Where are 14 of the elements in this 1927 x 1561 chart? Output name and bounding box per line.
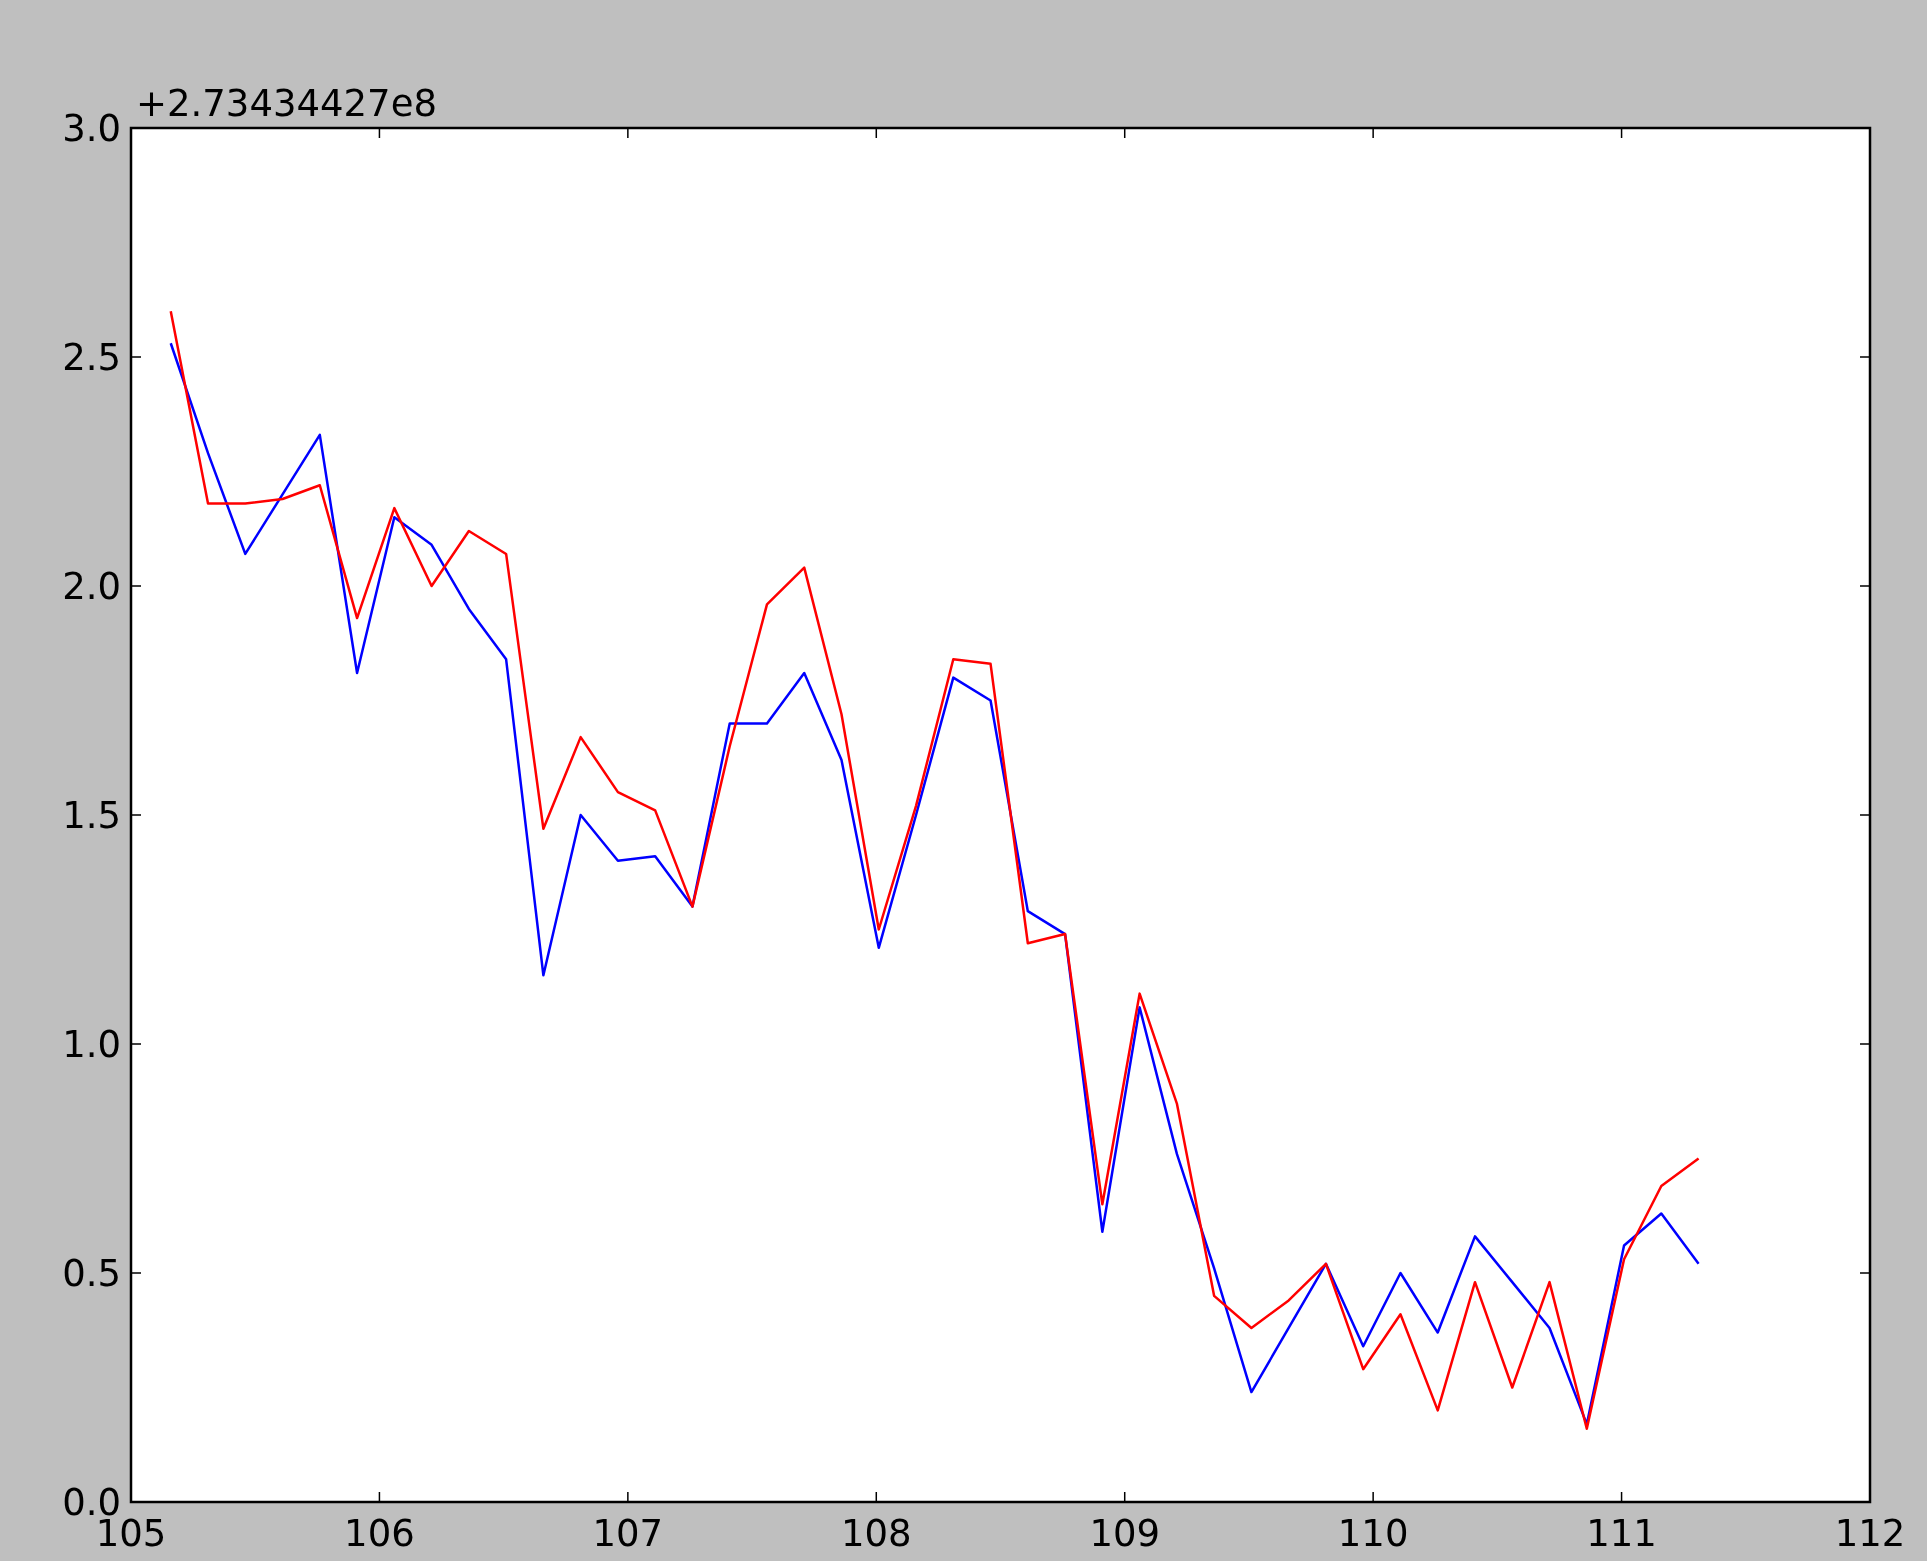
- x-tick-label: 112: [1834, 1512, 1906, 1555]
- x-tick-label: 106: [344, 1512, 415, 1555]
- x-tick-label: 108: [840, 1512, 912, 1555]
- x-tick-label: 111: [1586, 1512, 1657, 1555]
- y-tick-label: 1.0: [62, 1022, 121, 1066]
- y-tick-label: 2.0: [62, 564, 121, 608]
- y-tick-label: 2.5: [62, 335, 121, 379]
- y-tick-label: 0.5: [62, 1251, 121, 1295]
- x-tick-label: 109: [1089, 1512, 1161, 1555]
- text: +2.73434427e8: [136, 82, 437, 125]
- x-tick-label: 110: [1337, 1512, 1409, 1555]
- y-tick-label: 1.5: [62, 793, 121, 837]
- x-tick-label: 107: [592, 1512, 664, 1555]
- y-tick-label: 3.0: [62, 106, 121, 150]
